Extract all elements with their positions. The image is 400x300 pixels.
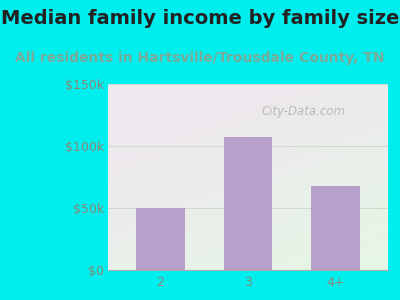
Bar bbox=[136, 208, 184, 270]
Bar bbox=[312, 186, 360, 270]
Text: All residents in Hartsville/Trousdale County, TN: All residents in Hartsville/Trousdale Co… bbox=[15, 51, 385, 65]
Text: City-Data.com: City-Data.com bbox=[262, 105, 346, 119]
Text: Median family income by family size: Median family income by family size bbox=[1, 9, 399, 28]
Bar bbox=[224, 137, 272, 270]
